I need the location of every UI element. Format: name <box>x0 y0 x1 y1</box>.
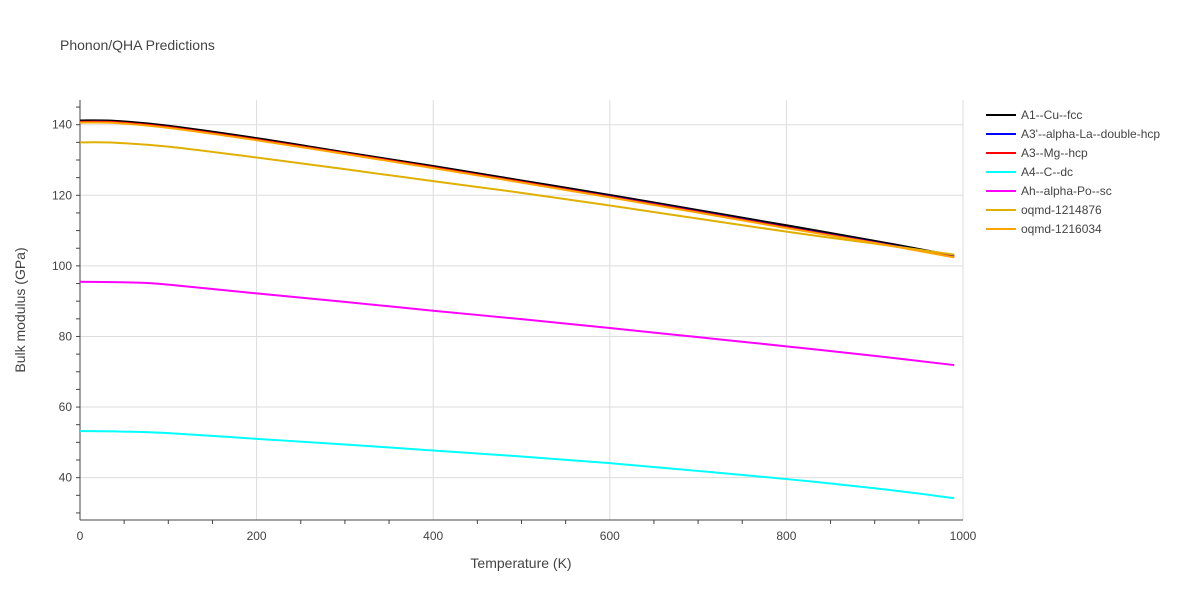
series-line-7 <box>79 121 955 259</box>
y-axis-title: Bulk modulus (GPa) <box>12 247 28 372</box>
y-tick-label: 60 <box>59 400 73 414</box>
series-layer <box>79 119 955 500</box>
x-tick-label: 200 <box>247 529 267 543</box>
x-tick-label: 400 <box>423 529 443 543</box>
legend-item[interactable]: A1--Cu--fcc <box>986 108 1082 122</box>
series-line-4 <box>79 430 955 500</box>
legend-item[interactable]: A3--Mg--hcp <box>986 146 1088 160</box>
y-tick-label: 100 <box>52 259 72 273</box>
series-line-1 <box>79 119 955 257</box>
series-line-6 <box>79 141 955 256</box>
legend-label: Ah--alpha-Po--sc <box>1021 184 1112 198</box>
chart-title: Phonon/QHA Predictions <box>60 37 215 53</box>
x-tick-label: 0 <box>77 529 84 543</box>
legend-label: A3--Mg--hcp <box>1021 146 1088 160</box>
x-tick-label: 800 <box>776 529 796 543</box>
grid <box>80 100 964 520</box>
legend-label: A4--C--dc <box>1021 165 1073 179</box>
y-tick-label: 80 <box>59 329 73 343</box>
axes: 0 200 400 600 800 1000 40 60 80 100 120 140 <box>52 100 977 543</box>
legend-item[interactable]: A4--C--dc <box>986 165 1073 179</box>
series-line-5 <box>79 280 955 367</box>
x-axis-title: Temperature (K) <box>470 555 571 571</box>
x-tick-label: 1000 <box>950 529 977 543</box>
legend-label: oqmd-1216034 <box>1021 222 1102 236</box>
legend-label: oqmd-1214876 <box>1021 203 1102 217</box>
legend-label: A1--Cu--fcc <box>1021 108 1082 122</box>
legend: A1--Cu--fcc A3'--alpha-La--double-hcp A3--… <box>986 108 1160 236</box>
legend-item[interactable]: oqmd-1214876 <box>986 203 1102 217</box>
x-tick-label: 600 <box>600 529 620 543</box>
legend-item[interactable]: A3'--alpha-La--double-hcp <box>986 127 1160 141</box>
legend-item[interactable]: Ah--alpha-Po--sc <box>986 184 1112 198</box>
y-tick-label: 120 <box>52 188 72 202</box>
y-tick-label: 40 <box>59 471 73 485</box>
y-tick-label: 140 <box>52 118 72 132</box>
legend-item[interactable]: oqmd-1216034 <box>986 222 1102 236</box>
legend-label: A3'--alpha-La--double-hcp <box>1021 127 1160 141</box>
